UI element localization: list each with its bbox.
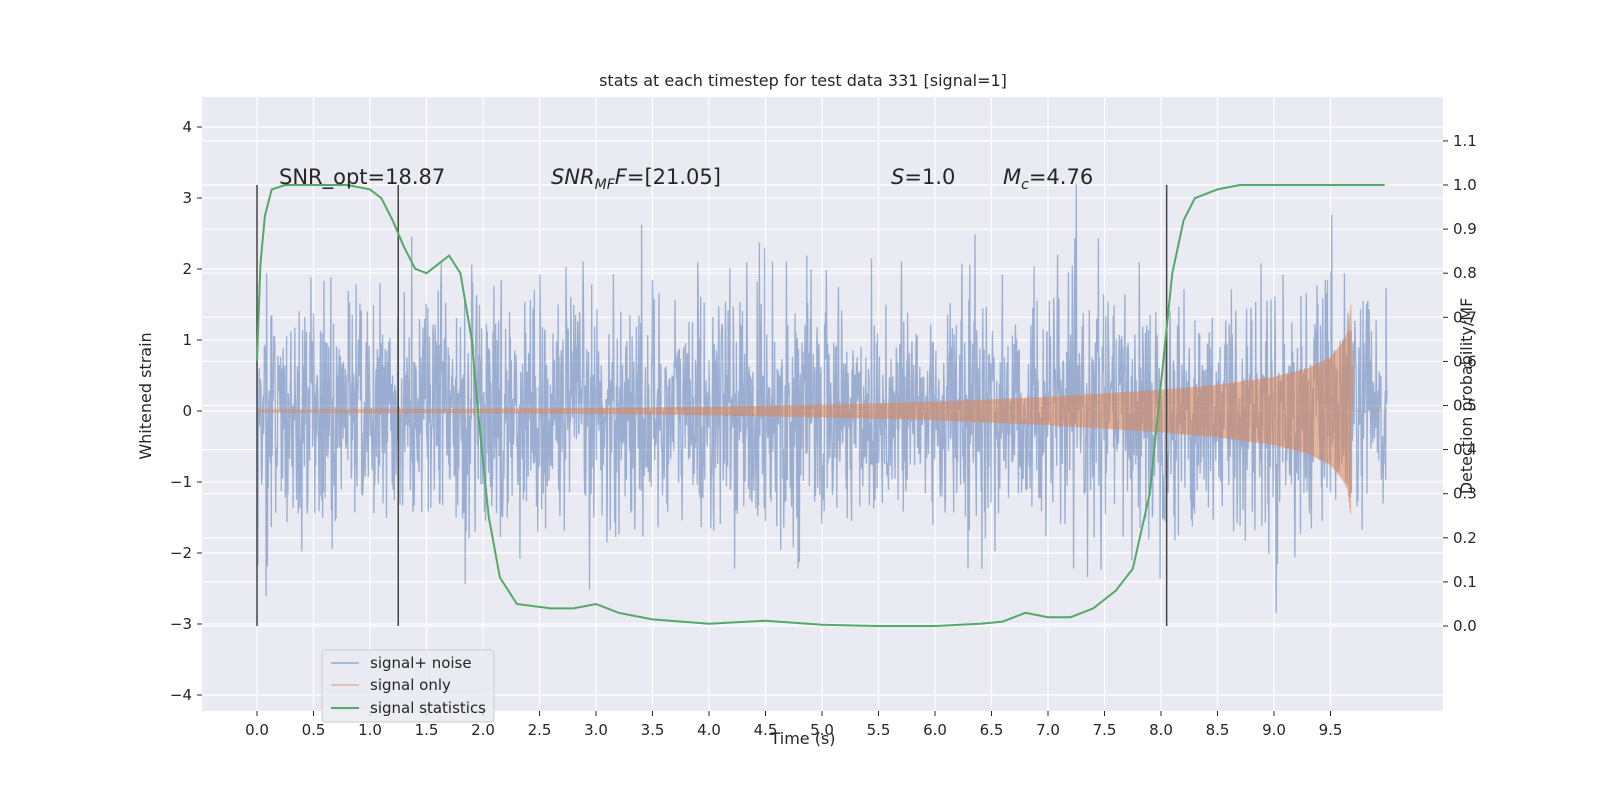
y-right-tick-label: 0.1 [1453, 573, 1477, 591]
annotation-snr-mf-sub: MF [595, 177, 616, 193]
y-tick-label: 0 [182, 402, 192, 420]
y-right-tick-label: 0.3 [1453, 485, 1477, 503]
y-right-tick-label: 0.2 [1453, 529, 1477, 547]
x-tick-label: 0.5 [302, 721, 326, 739]
annotation-mc: Mc=4.76 [1003, 165, 1093, 193]
legend: signal+ noise signal only signal statist… [321, 649, 495, 723]
y-tick-label: −4 [170, 686, 192, 704]
y-axis-label: Whitened strain [136, 332, 155, 459]
legend-label-signal-statistics: signal statistics [370, 699, 486, 717]
y-axis-ticks: 4 3 2 1 0 −1 −2 −3 −4 [170, 118, 202, 704]
annotation-snr-mf-base: SNR [551, 165, 595, 189]
chart-title: stats at each timestep for test data 331… [599, 71, 1007, 90]
x-axis-ticks: 0.0 0.5 1.0 1.5 2.0 2.5 3.0 3.5 4.0 4.5 5.0 5.5 6.0 6… [245, 711, 1342, 739]
y-tick-label: 1 [182, 331, 192, 349]
y-right-tick-label: 0.0 [1453, 617, 1477, 635]
y-right-tick-label: 0.7 [1453, 308, 1477, 326]
x-tick-label: 5.5 [867, 721, 891, 739]
x-tick-label: 1.0 [358, 721, 382, 739]
annotation-s-symbol: S [891, 165, 904, 189]
x-tick-label: 4.5 [754, 721, 778, 739]
y-right-tick-label: 1.1 [1453, 132, 1477, 150]
x-tick-label: 7.0 [1036, 721, 1060, 739]
x-tick-label: 7.5 [1093, 721, 1117, 739]
x-axis-label: Time (s) [769, 729, 835, 748]
annotation-mc-base: M [1003, 165, 1021, 189]
x-tick-label: 1.5 [415, 721, 439, 739]
y-tick-label: −1 [170, 473, 192, 491]
y-right-axis-label: Detection probability/MF [1457, 298, 1476, 495]
y-right-axis-ticks: 1.1 1.0 0.9 0.8 0.7 0.6 0.5 0.4 0.3 0.2 0.1 0.0 [1443, 132, 1477, 635]
x-tick-label: 8.5 [1206, 721, 1230, 739]
x-tick-label: 8.0 [1149, 721, 1173, 739]
y-right-tick-label: 1.0 [1453, 176, 1477, 194]
series-layer [256, 183, 1388, 627]
x-tick-label: 4.0 [697, 721, 721, 739]
legend-box [321, 649, 495, 723]
y-right-tick-label: 0.5 [1453, 397, 1477, 415]
x-tick-label: 9.0 [1262, 721, 1286, 739]
annotation-s: S=1.0 [891, 165, 955, 189]
x-tick-label: 2.0 [471, 721, 495, 739]
y-right-tick-label: 0.6 [1453, 352, 1477, 370]
annotation-mc-sub: c [1021, 177, 1029, 193]
annotation-snr-opt: SNR_opt=18.87 [279, 165, 445, 190]
x-tick-label: 3.5 [641, 721, 665, 739]
y-tick-label: 4 [182, 118, 192, 136]
x-tick-label: 5.0 [810, 721, 834, 739]
x-tick-label: 0.0 [245, 721, 269, 739]
series-signal-statistics [256, 184, 1385, 627]
annotation-snr-mf-value: =[21.05] [627, 165, 721, 189]
x-tick-label: 3.0 [584, 721, 608, 739]
legend-label-signal-plus-noise: signal+ noise [370, 654, 472, 672]
annotation-snr-mf: SNRMFF=[21.05] [551, 165, 721, 193]
x-tick-label: 6.0 [923, 721, 947, 739]
marker-lines [256, 185, 1168, 626]
annotation-snr-mf-f: F [615, 165, 628, 189]
legend-label-signal-only: signal only [370, 676, 451, 694]
x-tick-label: 9.5 [1319, 721, 1343, 739]
x-tick-label: 2.5 [528, 721, 552, 739]
y-tick-label: 3 [182, 189, 192, 207]
y-right-tick-label: 0.9 [1453, 220, 1477, 238]
x-tick-label: 6.5 [980, 721, 1004, 739]
y-tick-label: −3 [170, 615, 192, 633]
annotation-s-value: =1.0 [904, 165, 955, 189]
y-right-tick-label: 0.8 [1453, 264, 1477, 282]
series-signal-plus-noise [256, 183, 1388, 614]
y-right-tick-label: 0.4 [1453, 441, 1477, 459]
series-signal-only [256, 304, 1387, 515]
annotation-mc-value: =4.76 [1029, 165, 1093, 189]
y-tick-label: −2 [170, 544, 192, 562]
y-tick-label: 2 [182, 260, 192, 278]
